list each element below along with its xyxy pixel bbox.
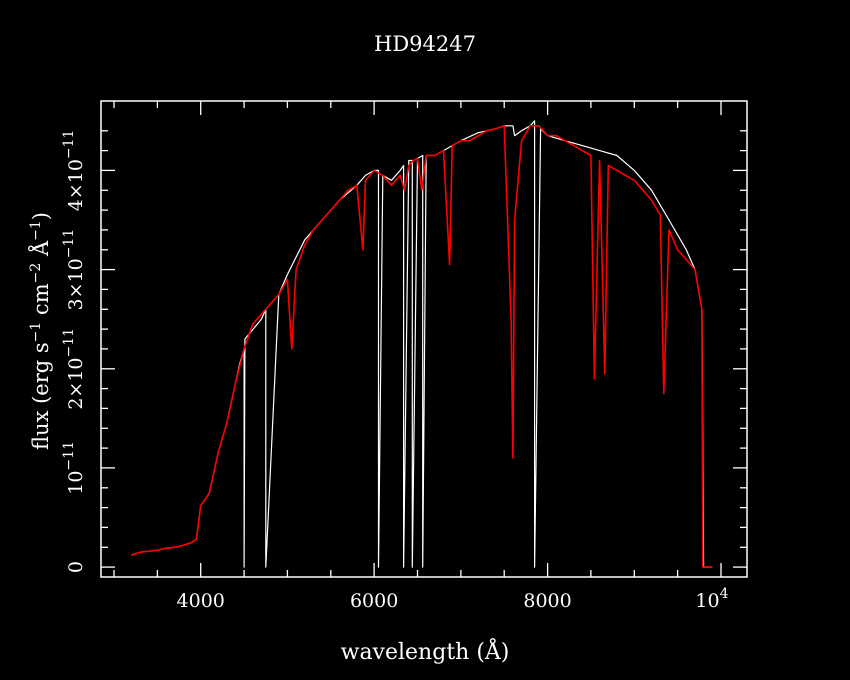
y-axis-label-exp2: −2 [28, 263, 44, 284]
x-tick-label: 4000 [177, 590, 225, 612]
x-tick-label: 6000 [350, 590, 398, 612]
y-axis-label-exp3: −1 [28, 220, 44, 241]
axis-ticks [101, 101, 747, 577]
plot-lines [131, 120, 713, 568]
y-tick-label: 2×10−11 [61, 328, 87, 410]
y-axis-label-mid1: cm [29, 283, 53, 321]
y-axis-label-mid2: Å [28, 240, 53, 263]
y-tick-label: 3×10−11 [61, 229, 87, 311]
y-axis-label-suffix: ) [29, 212, 53, 220]
x-tick-labels: 4000 6000 8000 104 [177, 586, 729, 612]
x-axis-label: wavelength (Å) [341, 637, 510, 665]
plot-frame [100, 100, 748, 578]
chart-title: HD94247 [374, 32, 476, 56]
x-tick-label: 8000 [523, 590, 571, 612]
y-tick-label: 0 [65, 561, 87, 573]
y-axis-label-exp1: −1 [28, 322, 44, 343]
y-tick-label: 10−11 [61, 441, 87, 495]
x-tick-label-last: 104 [695, 586, 728, 612]
y-axis-label-prefix: flux (erg s [29, 342, 53, 450]
y-tick-label: 4×10−11 [61, 130, 87, 212]
spectrum-line-2 [131, 125, 713, 568]
y-tick-labels: 0 10−11 2×10−11 3×10−11 4×10−11 [61, 130, 87, 574]
y-axis-label: flux (erg s−1 cm−2 Å−1) [28, 212, 53, 450]
